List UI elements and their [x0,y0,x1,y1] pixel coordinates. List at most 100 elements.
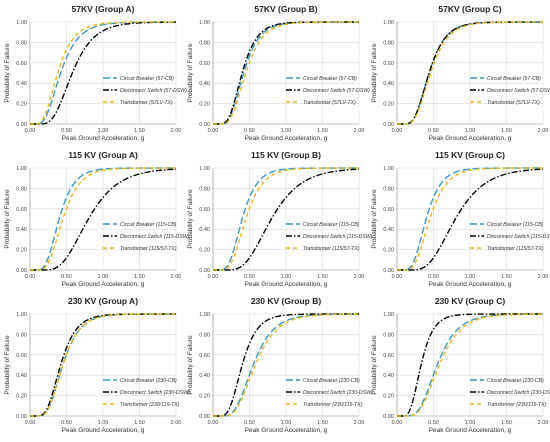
y-tick-label: 0.60 [383,353,394,359]
y-tick-label: 0.60 [199,61,210,67]
x-tick-label: 2.00 [171,128,182,134]
x-tick-label: 0.00 [25,128,36,134]
y-tick-label: 0.20 [383,102,394,108]
x-axis-label: Peak Ground Acceleration, g [429,427,512,434]
x-tick-label: 0.00 [392,128,403,134]
x-tick-label: 2.00 [538,128,549,134]
x-tick-label: 1.00 [465,420,476,426]
x-tick-label: 0.50 [61,420,72,426]
y-tick-label: 0.60 [199,353,210,359]
x-tick-label: 1.00 [465,274,476,280]
chart-title: 115 KV (Group C) [435,150,505,160]
x-tick-label: 1.50 [317,420,328,426]
legend-label: Transformer (115/57-TX) [120,246,177,252]
y-tick-label: 0.20 [383,248,394,254]
y-tick-label: 0.40 [383,227,394,233]
y-tick-label: 0.60 [16,207,27,213]
legend-label: Transformer (115/57-TX) [487,246,544,252]
chart-panel: 115 KV (Group C) 0.00 0.20 0.40 0.60 0.80 1.00… [371,150,550,288]
chart-title: 115 KV (Group B) [251,150,321,160]
y-tick-label: 0.80 [16,40,27,46]
y-tick-label: 1.00 [199,20,210,26]
y-tick-label: 0.20 [16,248,27,254]
legend-label: Transformer (57LV-TX) [303,100,356,106]
y-tick-label: 0.20 [383,394,394,400]
x-axis-label: Peak Ground Acceleration, g [245,281,328,288]
legend-label: Disconnect Switch (57-DSW) [303,88,370,94]
x-tick-label: 0.00 [208,420,219,426]
legend-label: Disconnect Switch (230-DSW) [303,390,373,396]
x-tick-label: 0.00 [392,420,403,426]
series-line [30,167,176,271]
x-tick-label: 1.50 [317,128,328,134]
y-tick-label: 0.40 [16,81,27,87]
legend-label: Circuit Breaker (230-CB) [303,378,360,384]
y-tick-label: 1.00 [383,20,394,26]
y-tick-label: 0.00 [16,414,27,420]
y-tick-label: 0.00 [16,268,27,274]
chart-title: 115 KV (Group A) [68,150,138,160]
x-tick-label: 2.00 [354,420,365,426]
x-axis-label: Peak Ground Acceleration, g [245,135,328,142]
series-line [397,168,544,271]
y-tick-label: 0.80 [199,332,210,338]
y-tick-label: 0.60 [16,61,27,67]
y-tick-label: 0.40 [16,227,27,233]
x-tick-label: 0.50 [61,128,72,134]
y-tick-label: 0.20 [199,248,210,254]
x-tick-label: 1.50 [501,420,512,426]
x-tick-label: 1.00 [281,420,292,426]
legend-label: Transformer (230/115-TX) [120,402,180,408]
x-tick-label: 0.00 [208,128,219,134]
y-tick-label: 0.80 [383,40,394,46]
x-tick-label: 1.00 [281,128,292,134]
x-tick-label: 0.00 [208,274,219,280]
x-tick-label: 1.00 [465,128,476,134]
x-tick-label: 1.00 [98,420,109,426]
series-line [397,313,543,417]
y-axis-label: Probability of Failure [4,43,11,103]
y-tick-label: 0.20 [16,394,27,400]
chart-panel: 57KV (Group A) 0.00 0.20 0.40 0.60 0.80 1.00 0.… [4,4,187,142]
y-axis-label: Probability of Failure [187,335,194,395]
x-tick-label: 2.00 [538,274,549,280]
legend-label: Disconnect Switch (115-DSW) [120,234,190,240]
legend-label: Disconnect Switch (230-DSW) [120,390,190,396]
x-tick-label: 0.50 [244,128,255,134]
x-tick-label: 1.50 [501,128,512,134]
y-tick-label: 1.00 [383,312,394,318]
legend-label: Disconnect Switch (230-DSW) [487,390,550,396]
chart-panel: 115 KV (Group A) 0.00 0.20 0.40 0.60 0.80 1.00… [4,150,190,288]
legend-label: Disconnect Switch (115-DSW) [487,234,550,240]
legend-label: Transformer (115/57-TX) [303,246,360,252]
series-line [213,313,360,417]
x-tick-label: 0.50 [428,128,439,134]
series-line [30,168,177,271]
y-tick-label: 1.00 [199,312,210,318]
legend-label: Transformer (57LV-TX) [487,100,540,106]
series-line [213,167,359,271]
y-tick-label: 0.80 [16,332,27,338]
chart-panel: 230 KV (Group B) 0.00 0.20 0.40 0.60 0.80 1.00… [187,296,373,434]
x-axis-label: Peak Ground Acceleration, g [62,281,145,288]
legend-label: Circuit Breaker (230-CB) [120,378,177,384]
x-tick-label: 2.00 [354,128,365,134]
series-line [213,21,359,125]
chart-title: 57KV (Group C) [438,4,501,14]
legend-label: Circuit Breaker (230-CB) [487,378,544,384]
y-tick-label: 0.60 [383,207,394,213]
y-tick-label: 0.00 [199,122,210,128]
legend-label: Circuit Breaker (115-CB) [303,222,360,228]
x-axis-label: Peak Ground Acceleration, g [62,135,145,142]
y-axis-label: Probability of Failure [371,335,378,395]
legend-label: Transformer (230/115-TX) [487,402,547,408]
series-line [397,167,543,271]
y-tick-label: 0.40 [199,373,210,379]
y-tick-label: 0.20 [199,102,210,108]
y-tick-label: 0.40 [199,81,210,87]
y-tick-label: 0.60 [383,61,394,67]
y-tick-label: 0.00 [199,414,210,420]
y-tick-label: 0.40 [16,373,27,379]
x-tick-label: 2.00 [171,274,182,280]
y-tick-label: 0.00 [199,268,210,274]
